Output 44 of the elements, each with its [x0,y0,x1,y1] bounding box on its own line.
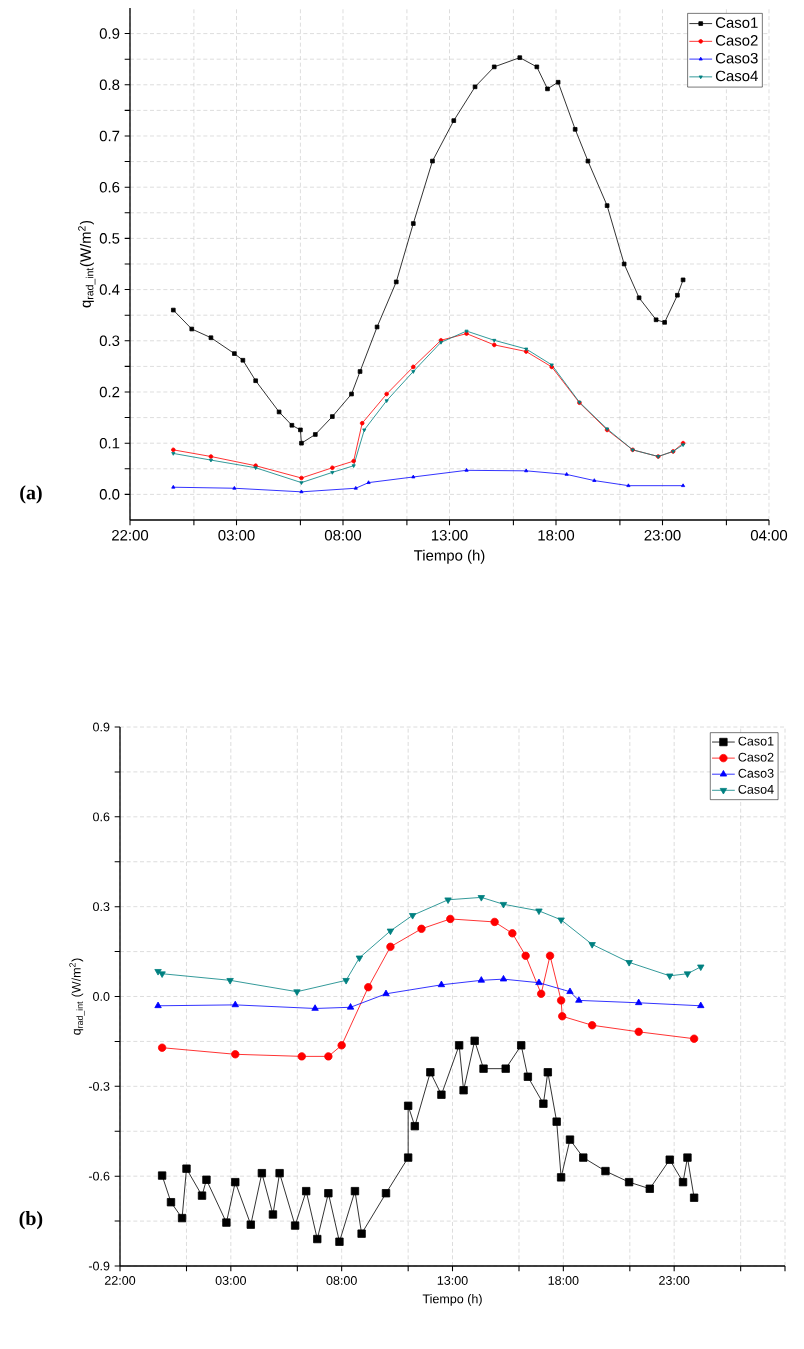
text: (b) [19,1211,43,1230]
y-tick-label: 0.8 [99,79,120,91]
y-tick-label: 0.1 [99,437,120,449]
y-tick-label: -0.9 [88,1261,110,1271]
legend-label: Caso3 [715,52,758,64]
x-tick-label: 22:00 [104,1276,136,1285]
x-tick-label: 13:00 [437,1276,468,1285]
x-axis-title: Tiempo (h) [414,549,485,564]
x-tick-label: 08:00 [324,530,362,541]
legend-label: Caso1 [738,736,774,746]
y-tick-label: 0.0 [99,489,120,500]
y-axis-title: q$_{rad_int}$(W/m$^{2}$) [78,220,96,308]
x-tick-label: 23:00 [659,1276,690,1285]
legend-label: Caso4 [738,784,774,794]
legend-label: Caso3 [738,768,774,778]
y-tick-label: 0.4 [99,284,120,295]
text: (a) [20,485,42,504]
x-tick-label: 08:00 [326,1276,357,1285]
y-tick-label: 0.3 [93,902,110,912]
y-tick-label: 0.9 [93,722,110,732]
x-tick-label: 03:00 [218,530,255,541]
y-tick-label: 0.9 [99,28,120,39]
y-tick-label: 0.6 [99,181,120,193]
legend-label: Caso2 [738,752,774,762]
y-tick-label: 0.0 [93,992,110,1001]
x-tick-label: 22:00 [112,530,149,541]
legend-label: Caso4 [715,70,758,82]
x-tick-label: 03:00 [215,1276,247,1285]
y-tick-label: 0.7 [99,130,120,142]
y-tick-label: 0.3 [99,335,120,347]
x-tick-label: 13:00 [431,530,468,541]
legend-label: Caso2 [715,35,758,46]
x-tick-label: 18:00 [538,530,575,541]
x-axis-title: Tiempo (h) [422,1294,482,1306]
x-tick-label: 18:00 [548,1276,579,1285]
y-tick-label: 0.2 [99,386,120,398]
x-tick-label: 04:00 [750,530,788,541]
y-tick-label: -0.6 [88,1171,110,1181]
y-tick-label: -0.3 [88,1081,110,1091]
x-tick-label: 23:00 [644,530,681,541]
y-tick-label: 0.6 [93,812,110,822]
y-tick-label: 0.5 [99,233,120,244]
legend-label: Caso1 [715,17,758,28]
y-axis-title: q$_{rad_int}$ (W/m$^{2}$) [69,958,85,1035]
